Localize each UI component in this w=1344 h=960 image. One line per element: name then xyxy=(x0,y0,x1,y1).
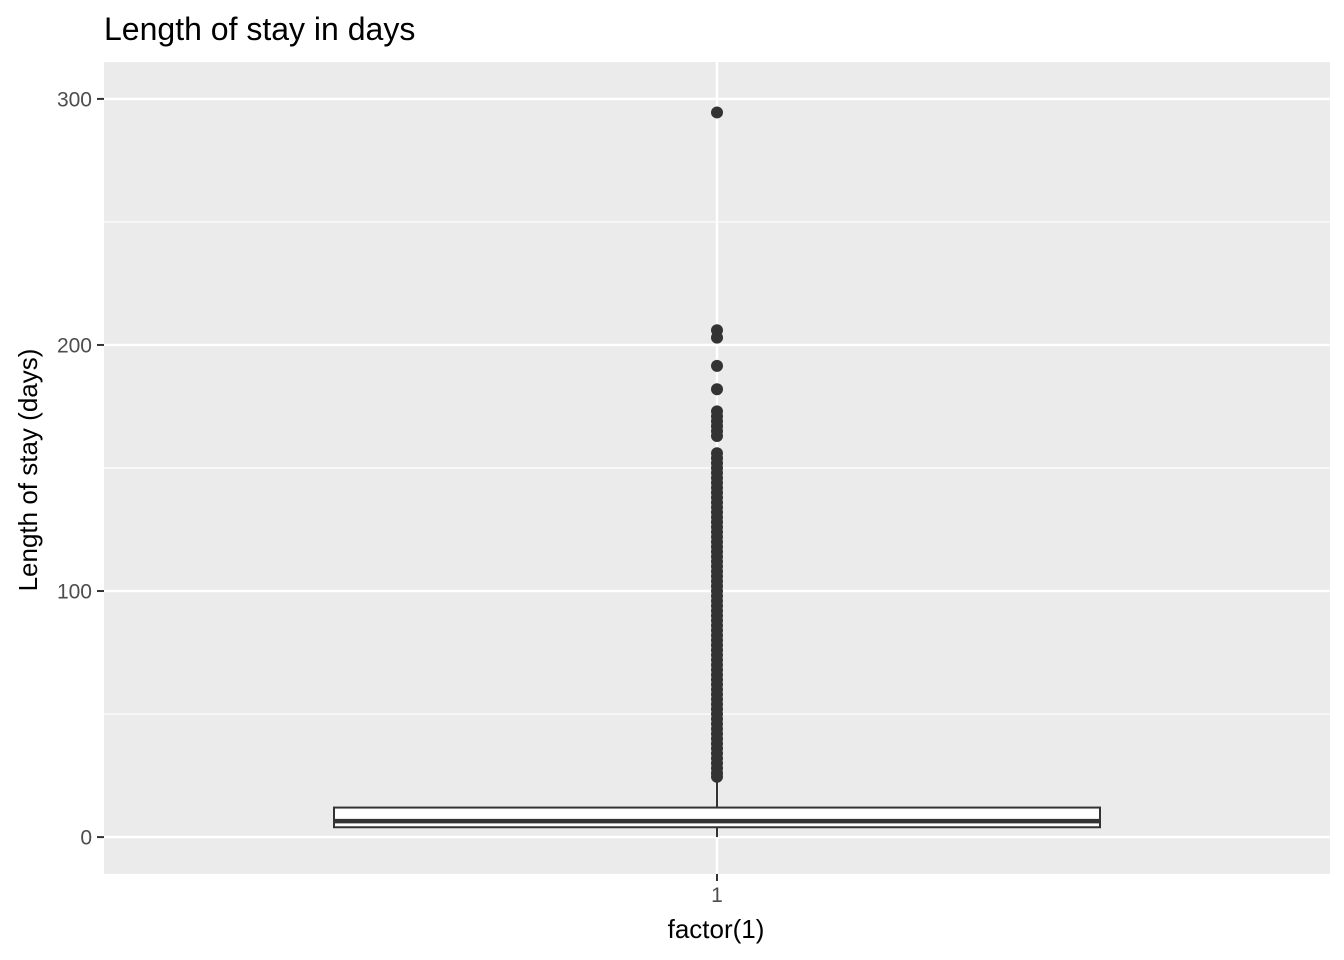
x-axis-ticks: 1 xyxy=(711,874,723,907)
y-tick-label: 200 xyxy=(57,334,92,357)
chart-title: Length of stay in days xyxy=(104,11,415,47)
outlier-point xyxy=(711,331,723,344)
outlier-point xyxy=(711,359,723,372)
y-tick-label: 100 xyxy=(57,581,92,604)
outlier-point xyxy=(711,770,723,783)
outlier-points xyxy=(711,106,723,783)
y-tick-label: 300 xyxy=(57,88,92,111)
box-iqr xyxy=(333,806,1101,829)
y-axis-title: Length of stay (days) xyxy=(13,349,43,592)
outlier-point xyxy=(711,430,723,443)
y-axis-ticks: 0 100 200 300 xyxy=(57,88,104,850)
x-axis-title: factor(1) xyxy=(668,914,765,944)
y-tick-label: 0 xyxy=(80,827,92,850)
x-tick-label: 1 xyxy=(711,884,723,907)
outlier-point xyxy=(711,106,723,119)
outlier-point xyxy=(711,383,723,396)
box-layer xyxy=(333,780,1101,838)
